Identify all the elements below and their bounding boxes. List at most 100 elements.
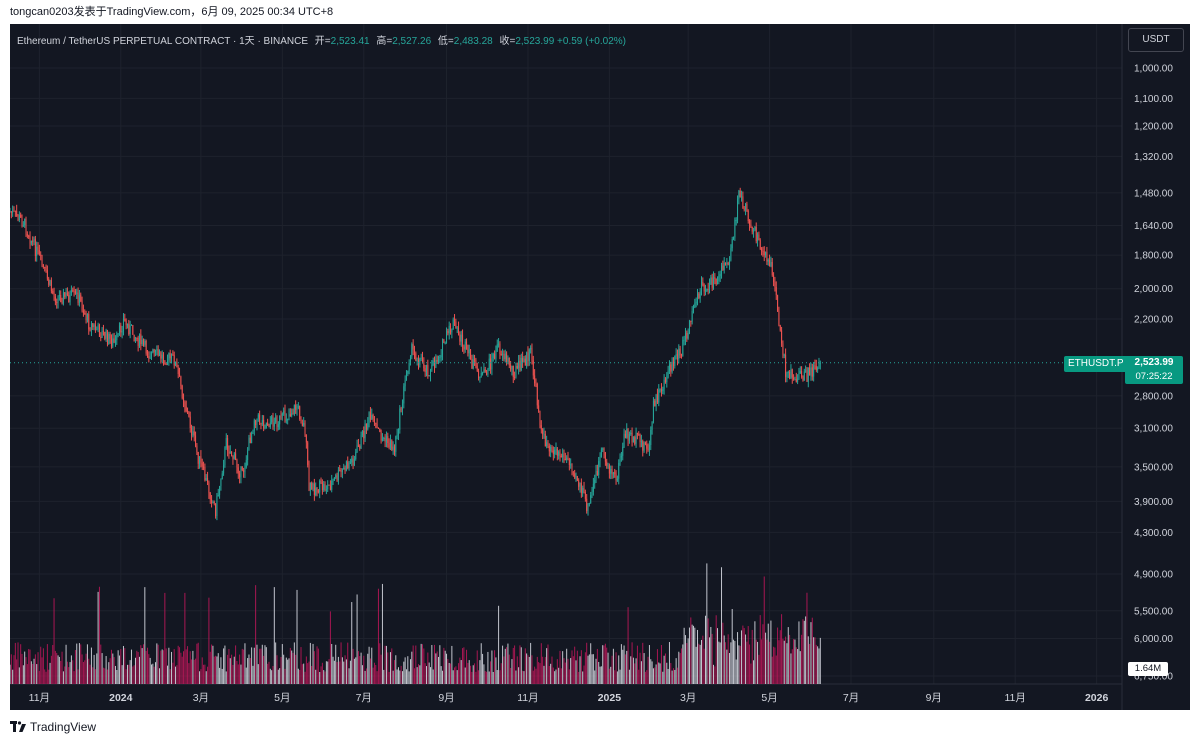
candle-body [153, 349, 155, 353]
volume-bar [94, 669, 96, 684]
candle-body [360, 435, 362, 449]
candle-body [766, 252, 768, 262]
candle-body [540, 425, 542, 430]
volume-bar [327, 661, 329, 684]
tradingview-logo-icon [10, 721, 26, 732]
volume-bar [540, 643, 542, 684]
footer-brand[interactable]: TradingView [10, 716, 96, 738]
volume-bar [216, 656, 218, 684]
volume-bar [142, 644, 144, 684]
candle-body [725, 262, 727, 264]
volume-bar [714, 666, 716, 684]
volume-bar [634, 663, 636, 684]
candle-body [180, 376, 182, 386]
candlestick-chart[interactable]: 1,000.00 1,100.00 1,200.00 1,320.00 1,480.00… [10, 24, 1190, 710]
volume-bar [269, 668, 271, 684]
candle-body [20, 214, 22, 218]
candle-body [471, 358, 473, 369]
price-tick-label: 4,900.00 [1134, 570, 1173, 581]
candle-body [84, 312, 86, 315]
volume-bar [337, 656, 339, 684]
candle-body [587, 504, 589, 512]
candle-body [818, 363, 820, 368]
volume-bar [660, 645, 662, 684]
candle-body [588, 503, 590, 505]
candle-body [779, 325, 781, 331]
volume-bar [656, 649, 658, 684]
price-tick-label: 1,640.00 [1134, 221, 1173, 232]
candle-body [259, 414, 261, 424]
volume-bar [615, 652, 617, 684]
volume-bar [104, 668, 106, 684]
volume-bar [339, 661, 341, 684]
volume-bar [415, 645, 417, 684]
volume-bar [347, 642, 349, 684]
volume-bar [77, 669, 79, 684]
candle-body [32, 240, 34, 242]
candle-body [512, 365, 514, 377]
chart-area[interactable]: 1,000.00 1,100.00 1,200.00 1,320.00 1,480.00… [10, 24, 1190, 710]
candle-body [142, 339, 144, 345]
candle-body [615, 473, 617, 481]
candle-body [16, 210, 18, 216]
candle-body [120, 325, 122, 333]
volume-bar [670, 662, 672, 684]
volume-bar [221, 668, 223, 684]
candle-body [25, 218, 27, 235]
candle-body [54, 296, 56, 303]
volume-bar [779, 630, 781, 684]
candle-body [538, 405, 540, 412]
candle-body [30, 240, 32, 244]
volume-bar [225, 671, 227, 684]
candle-body [411, 344, 413, 357]
volume-bar [257, 664, 259, 684]
candle-body [500, 354, 502, 356]
volume-bar [510, 667, 512, 684]
candle-body [462, 334, 464, 347]
candle-body [428, 375, 430, 377]
candle-body [136, 337, 138, 339]
candle-body [93, 324, 95, 328]
candle-body [475, 359, 477, 366]
volume-bar [604, 643, 606, 684]
volume-bar [492, 671, 494, 684]
volume-bar [797, 649, 799, 684]
volume-bar [128, 664, 130, 684]
candle-body [42, 265, 44, 267]
volume-bar [790, 653, 792, 684]
candle-body [219, 486, 221, 495]
volume-bar [80, 644, 82, 684]
candle-body [204, 467, 206, 481]
currency-button[interactable]: USDT [1128, 28, 1184, 52]
volume-bar [333, 660, 335, 684]
candle-body [137, 337, 139, 346]
candle-body [213, 501, 215, 504]
candle-body [504, 353, 506, 360]
candle-body [365, 423, 367, 430]
candle-body [247, 450, 249, 460]
candle-body [675, 353, 677, 357]
low-label: 低= [437, 36, 454, 47]
candle-body [391, 440, 393, 450]
candle-body [566, 457, 568, 460]
candle-body [165, 364, 167, 366]
candle-body [405, 373, 407, 381]
volume-bar [791, 649, 793, 684]
volume-bar [684, 635, 686, 684]
volume-bar [248, 654, 250, 684]
volume-bar [12, 669, 14, 684]
volume-bar [116, 669, 118, 684]
volume-bar [49, 662, 51, 684]
candle-body [211, 499, 213, 503]
volume-bar [196, 643, 198, 684]
volume-bar [725, 642, 727, 684]
volume-bar [403, 661, 405, 684]
volume-bar [44, 669, 46, 684]
candle-body [13, 210, 15, 212]
volume-bar [400, 665, 402, 684]
volume-bar [713, 664, 715, 684]
candle-body [320, 480, 322, 483]
volume-bar [313, 651, 315, 684]
volume-bar [233, 656, 235, 684]
volume-bar [638, 669, 640, 684]
